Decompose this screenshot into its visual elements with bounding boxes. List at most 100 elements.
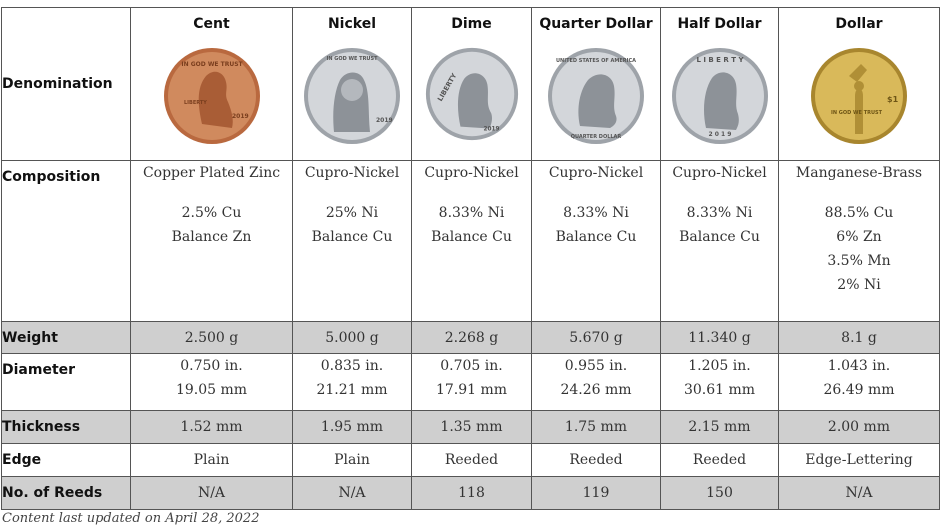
quarter-header: Quarter Dollar UNITED STATES OF AMERICA … (531, 7, 661, 161)
edge-label: Edge (1, 443, 131, 477)
alloy-line: Balance Zn (171, 229, 252, 245)
svg-text:2 0 1 9: 2 0 1 9 (708, 131, 731, 138)
diameter-inches: 0.955 in. (564, 358, 628, 374)
diameter-cell: 0.835 in. 21.21 mm (292, 353, 412, 411)
alloy-line: Balance Cu (555, 229, 637, 245)
quarter-name: Quarter Dollar (539, 16, 653, 32)
kennedy-half-dollar-coin-icon: L I B E R T Y 2 0 1 9 (671, 48, 768, 144)
alloy-name: Cupro-Nickel (424, 165, 519, 181)
diameter-mm: 17.91 mm (435, 382, 508, 398)
nickel-header: Nickel IN GOD WE TRUST 2019 (292, 7, 412, 161)
denomination-label: Denomination (1, 7, 131, 161)
edge-cell: Reeded (411, 443, 532, 477)
dime-name: Dime (451, 16, 492, 32)
diameter-inches: 0.835 in. (320, 358, 384, 374)
washington-quarter-coin-icon: UNITED STATES OF AMERICA QUARTER DOLLAR (548, 48, 644, 144)
alloy-line: 6% Zn (836, 229, 882, 245)
svg-text:IN GOD WE TRUST: IN GOD WE TRUST (326, 56, 378, 62)
edge-cell: Edge-Lettering (778, 443, 940, 477)
edge-cell: Reeded (660, 443, 779, 477)
alloy-line: Balance Cu (679, 229, 760, 245)
alloy-line: 2% Ni (837, 277, 881, 293)
lincoln-cent-coin-icon: IN GOD WE TRUST LIBERTY 2019 (163, 48, 260, 144)
half-dollar-header: Half Dollar L I B E R T Y 2 0 1 9 (660, 7, 779, 161)
diameter-cell: 0.750 in. 19.05 mm (130, 353, 293, 411)
svg-text:2019: 2019 (483, 126, 499, 132)
jefferson-nickel-coin-icon: IN GOD WE TRUST 2019 (304, 48, 400, 144)
alloy-line: 8.33% Ni (686, 205, 753, 221)
diameter-cell: 0.955 in. 24.26 mm (531, 353, 661, 411)
weight-cell: 11.340 g (660, 321, 779, 354)
reeds-cell: N/A (130, 476, 293, 510)
alloy-line: 3.5% Mn (827, 253, 891, 269)
composition-label: Composition (1, 160, 131, 322)
diameter-mm: 24.26 mm (560, 382, 632, 398)
roosevelt-dime-coin-icon: LIBERTY 2019 (425, 47, 518, 141)
diameter-inches: 1.205 in. (688, 358, 751, 374)
dollar-header: Dollar IN GOD WE TRUST $1 (778, 7, 940, 161)
thickness-row: Thickness 1.52 mm 1.95 mm 1.35 mm 1.75 m… (1, 410, 940, 444)
weight-cell: 2.268 g (411, 321, 532, 354)
diameter-inches: 0.750 in. (180, 358, 243, 374)
alloy-line: Balance Cu (431, 229, 512, 245)
diameter-inches: 1.043 in. (827, 358, 891, 374)
alloy-line: Balance Cu (311, 229, 393, 245)
alloy-line: 88.5% Cu (824, 205, 894, 221)
svg-text:2019: 2019 (376, 117, 393, 124)
nickel-name: Nickel (327, 16, 377, 32)
edge-row: Edge Plain Plain Reeded Reeded Reeded Ed… (1, 443, 940, 477)
reeds-cell: N/A (292, 476, 412, 510)
edge-cell: Plain (292, 443, 412, 477)
alloy-line: 8.33% Ni (563, 205, 629, 221)
thickness-cell: 1.75 mm (531, 410, 661, 444)
weight-cell: 8.1 g (778, 321, 940, 354)
svg-text:IN GOD WE TRUST: IN GOD WE TRUST (181, 61, 243, 68)
diameter-cell: 1.043 in. 26.49 mm (778, 353, 940, 411)
reeds-cell: 118 (411, 476, 532, 510)
diameter-mm: 21.21 mm (316, 382, 388, 398)
dime-header: Dime LIBERTY 2019 (411, 7, 532, 161)
diameter-label: Diameter (1, 353, 131, 411)
weight-cell: 5.000 g (292, 321, 412, 354)
alloy-name: Cupro-Nickel (672, 165, 767, 181)
cent-header: Cent IN GOD WE TRUST LIBERTY 2019 (130, 7, 293, 161)
alloy-name: Manganese-Brass (795, 165, 923, 181)
thickness-cell: 1.35 mm (411, 410, 532, 444)
svg-text:2019: 2019 (232, 113, 249, 120)
reeds-cell: 150 (660, 476, 779, 510)
native-american-dollar-coin-icon: IN GOD WE TRUST $1 (811, 48, 907, 144)
alloy-name: Cupro-Nickel (548, 165, 644, 181)
alloy-line: 25% Ni (325, 205, 379, 221)
weight-cell: 2.500 g (130, 321, 293, 354)
composition-cell: Cupro-Nickel 8.33% Ni Balance Cu (411, 160, 532, 322)
alloy-name: Copper Plated Zinc (142, 165, 281, 181)
thickness-label: Thickness (1, 410, 131, 444)
thickness-cell: 1.95 mm (292, 410, 412, 444)
diameter-row: Diameter 0.750 in. 19.05 mm 0.835 in. 21.2… (1, 353, 940, 411)
reeds-label: No. of Reeds (1, 476, 131, 510)
diameter-cell: 1.205 in. 30.61 mm (660, 353, 779, 411)
svg-text:IN GOD WE TRUST: IN GOD WE TRUST (831, 110, 883, 116)
reeds-cell: 119 (531, 476, 661, 510)
cent-name: Cent (193, 16, 230, 32)
diameter-mm: 19.05 mm (175, 382, 248, 398)
weight-cell: 5.670 g (531, 321, 661, 354)
half-dollar-name: Half Dollar (677, 16, 762, 32)
composition-cell: Manganese-Brass 88.5% Cu 6% Zn 3.5% Mn 2% Ni (778, 160, 940, 322)
composition-cell: Copper Plated Zinc 2.5% Cu Balance Zn (130, 160, 293, 322)
last-updated-note: Content last updated on April 28, 2022 (2, 511, 260, 526)
reeds-row: No. of Reeds N/A N/A 118 119 150 N/A (1, 476, 940, 510)
svg-text:UNITED STATES OF AMERICA: UNITED STATES OF AMERICA (556, 58, 636, 64)
composition-row: Composition Copper Plated Zinc 2.5% Cu Bal… (1, 160, 940, 322)
reeds-cell: N/A (778, 476, 940, 510)
diameter-mm: 30.61 mm (683, 382, 756, 398)
coin-specifications-table: Denomination Cent IN GOD WE TRUST LIBERT… (1, 7, 940, 510)
weight-row: Weight 2.500 g 5.000 g 2.268 g 5.670 g 1… (1, 321, 940, 354)
thickness-cell: 1.52 mm (130, 410, 293, 444)
edge-cell: Reeded (531, 443, 661, 477)
svg-text:LIBERTY: LIBERTY (184, 100, 207, 106)
svg-text:$1: $1 (887, 95, 899, 104)
thickness-cell: 2.00 mm (778, 410, 940, 444)
thickness-cell: 2.15 mm (660, 410, 779, 444)
denomination-row: Denomination Cent IN GOD WE TRUST LIBERT… (1, 7, 940, 161)
